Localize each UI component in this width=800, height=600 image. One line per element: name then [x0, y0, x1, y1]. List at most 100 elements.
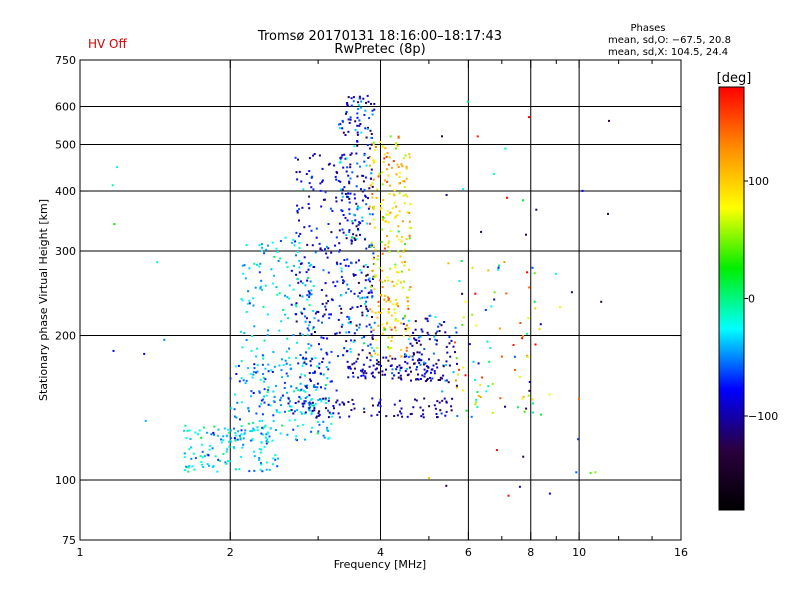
- data-point: [371, 193, 374, 196]
- data-point: [395, 298, 397, 301]
- data-point: [387, 163, 390, 166]
- data-point: [325, 402, 328, 404]
- data-point: [338, 250, 341, 253]
- data-point: [369, 343, 372, 346]
- stats-heading: Phases: [630, 23, 665, 34]
- data-point: [387, 174, 390, 177]
- data-point: [218, 460, 221, 462]
- data-point: [405, 368, 408, 370]
- data-point: [307, 203, 310, 205]
- data-point: [409, 355, 412, 358]
- data-point: [384, 373, 386, 376]
- data-point: [409, 286, 412, 289]
- data-point: [266, 432, 269, 435]
- data-point: [411, 358, 414, 361]
- data-point: [346, 166, 349, 169]
- data-point: [434, 338, 437, 341]
- data-point: [287, 297, 290, 300]
- data-point: [372, 141, 375, 144]
- data-point: [144, 419, 147, 422]
- data-point: [374, 311, 377, 314]
- data-point: [350, 97, 353, 100]
- data-point: [327, 437, 330, 440]
- data-point: [305, 385, 308, 388]
- data-point: [356, 208, 359, 211]
- data-point: [416, 351, 419, 354]
- data-point: [321, 302, 324, 305]
- data-point: [332, 405, 335, 407]
- data-point: [278, 292, 281, 295]
- data-point: [327, 409, 330, 412]
- data-point: [308, 195, 311, 198]
- data-point: [296, 211, 299, 214]
- data-point: [402, 286, 405, 289]
- data-point: [313, 370, 316, 373]
- data-point: [284, 313, 287, 316]
- data-point: [386, 235, 389, 238]
- data-point: [238, 468, 241, 471]
- data-point: [335, 389, 338, 392]
- data-point: [292, 264, 295, 267]
- data-point: [360, 369, 362, 372]
- data-point: [318, 423, 321, 426]
- data-point: [294, 402, 297, 404]
- data-point: [336, 263, 339, 266]
- data-point: [420, 415, 423, 418]
- data-point: [339, 158, 342, 161]
- data-point: [304, 320, 307, 323]
- data-point: [361, 368, 364, 371]
- data-point: [276, 465, 279, 468]
- data-point: [238, 434, 241, 437]
- data-point: [402, 250, 405, 253]
- data-point: [363, 152, 366, 155]
- data-point: [386, 152, 389, 155]
- data-point: [409, 342, 412, 345]
- data-point: [371, 338, 374, 340]
- data-point: [395, 368, 398, 371]
- data-point: [261, 426, 264, 429]
- hv-status: HV Off: [88, 37, 127, 51]
- data-point: [360, 106, 363, 109]
- data-point: [340, 270, 343, 273]
- data-point: [434, 407, 437, 410]
- data-point: [275, 385, 278, 387]
- data-point: [456, 362, 458, 365]
- data-point: [250, 349, 253, 352]
- data-point: [306, 243, 309, 246]
- data-point: [353, 362, 356, 365]
- data-point: [241, 299, 244, 302]
- data-point: [253, 450, 255, 453]
- data-point: [317, 399, 320, 402]
- data-point: [338, 242, 341, 245]
- data-point: [389, 184, 392, 187]
- data-point: [211, 447, 214, 450]
- data-point: [307, 268, 310, 271]
- data-point: [413, 353, 415, 356]
- data-point: [376, 367, 378, 370]
- data-point: [395, 329, 398, 332]
- data-point: [370, 143, 373, 146]
- data-point: [433, 370, 436, 373]
- data-point: [342, 231, 345, 234]
- data-point: [365, 308, 368, 310]
- data-point: [350, 242, 353, 245]
- data-point: [300, 180, 303, 183]
- data-point: [404, 360, 407, 363]
- data-point: [528, 381, 531, 383]
- data-point: [303, 400, 306, 403]
- data-point: [260, 249, 263, 252]
- data-point: [303, 402, 306, 405]
- data-point: [263, 395, 266, 398]
- data-point: [317, 319, 320, 322]
- data-point: [338, 249, 341, 252]
- data-point: [393, 189, 396, 192]
- data-point: [274, 429, 277, 431]
- data-point: [404, 329, 407, 332]
- data-point: [234, 434, 237, 437]
- data-point: [389, 365, 392, 367]
- data-point: [217, 434, 219, 437]
- data-point: [398, 399, 401, 402]
- data-point: [535, 208, 538, 211]
- data-point: [371, 334, 374, 337]
- data-point: [304, 400, 307, 403]
